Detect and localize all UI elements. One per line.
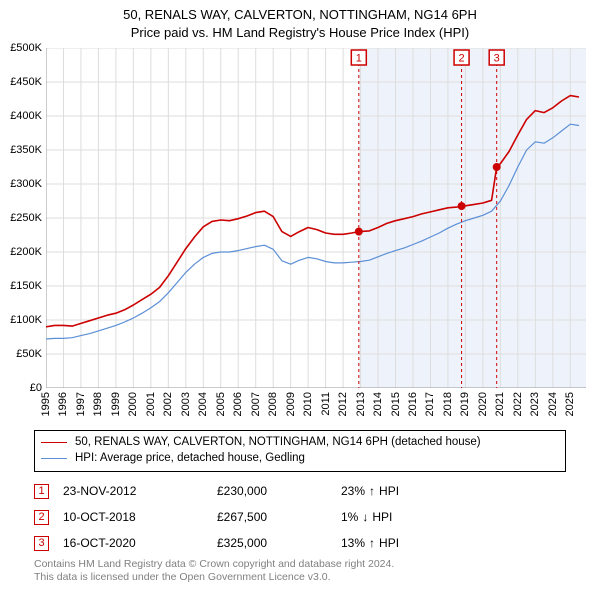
sale-delta-pct: 13% (341, 536, 365, 550)
x-tick-label: 2022 (512, 392, 524, 416)
sale-price: £267,500 (217, 510, 327, 524)
y-tick-label: £150K (10, 280, 42, 292)
x-tick-label: 2016 (407, 392, 419, 416)
sale-delta: 23% ↑ HPI (341, 484, 399, 498)
legend-box: 50, RENALS WAY, CALVERTON, NOTTINGHAM, N… (34, 430, 566, 472)
x-tick-label: 2003 (180, 392, 192, 416)
chart-title-line1: 50, RENALS WAY, CALVERTON, NOTTINGHAM, N… (0, 6, 600, 24)
sale-delta-pct: 1% (341, 510, 358, 524)
x-tick-label: 2023 (529, 392, 541, 416)
x-tick-label: 2006 (232, 392, 244, 416)
y-tick-label: £450K (10, 76, 42, 88)
svg-text:3: 3 (494, 53, 500, 65)
x-tick-label: 1996 (57, 392, 69, 416)
x-tick-label: 2024 (547, 392, 559, 416)
sale-date: 16-OCT-2020 (63, 536, 203, 550)
legend-swatch (41, 442, 67, 443)
chart-title-line2: Price paid vs. HM Land Registry's House … (0, 24, 600, 42)
sale-marker-badge: 1 (34, 484, 49, 499)
x-tick-label: 2008 (267, 392, 279, 416)
y-tick-label: £250K (10, 212, 42, 224)
x-tick-label: 2007 (250, 392, 262, 416)
footer-line1: Contains HM Land Registry data © Crown c… (34, 558, 394, 571)
x-tick-label: 2000 (127, 392, 139, 416)
sale-delta: 1% ↓ HPI (341, 510, 392, 524)
sale-marker-2: 2 (454, 50, 469, 65)
y-tick-label: £500K (10, 42, 42, 54)
x-tick-label: 2025 (564, 392, 576, 416)
x-tick-label: 2001 (145, 392, 157, 416)
sale-date: 23-NOV-2012 (63, 484, 203, 498)
sale-delta-pct: 23% (341, 484, 365, 498)
x-tick-label: 1998 (92, 392, 104, 416)
x-tick-label: 2015 (390, 392, 402, 416)
legend-swatch (41, 458, 67, 459)
footer-line2: This data is licensed under the Open Gov… (34, 571, 394, 584)
x-tick-label: 2021 (494, 392, 506, 416)
x-tick-label: 2010 (302, 392, 314, 416)
sale-delta: 13% ↑ HPI (341, 536, 399, 550)
x-tick-label: 2017 (424, 392, 436, 416)
sale-delta-suffix: HPI (372, 510, 392, 524)
sale-row: 3 16-OCT-2020 £325,000 13% ↑ HPI (34, 530, 566, 556)
x-tick-label: 2019 (459, 392, 471, 416)
y-tick-label: £100K (10, 314, 42, 326)
sale-marker-badge: 3 (34, 536, 49, 551)
sale-price: £325,000 (217, 536, 327, 550)
sale-marker-badge: 2 (34, 510, 49, 525)
x-tick-label: 1997 (75, 392, 87, 416)
x-tick-label: 2002 (162, 392, 174, 416)
x-tick-label: 1995 (40, 392, 52, 416)
sales-table: 1 23-NOV-2012 £230,000 23% ↑ HPI 2 10-OCT-2018 £… (34, 478, 566, 556)
x-tick-label: 2013 (355, 392, 367, 416)
legend-label: HPI: Average price, detached house, Gedl… (75, 451, 305, 467)
sale-date: 10-OCT-2018 (63, 510, 203, 524)
y-tick-label: £200K (10, 246, 42, 258)
x-tick-label: 2014 (372, 392, 384, 416)
x-tick-label: 2009 (285, 392, 297, 416)
sale-row: 1 23-NOV-2012 £230,000 23% ↑ HPI (34, 478, 566, 504)
arrow-up-icon: ↑ (369, 536, 375, 550)
sale-delta-suffix: HPI (379, 536, 399, 550)
sale-marker-3: 3 (489, 50, 504, 65)
y-tick-label: £300K (10, 178, 42, 190)
sale-delta-suffix: HPI (379, 484, 399, 498)
svg-text:1: 1 (356, 53, 362, 65)
y-tick-label: £50K (16, 348, 42, 360)
sale-price: £230,000 (217, 484, 327, 498)
sale-marker-1: 1 (351, 50, 366, 65)
y-tick-label: £400K (10, 110, 42, 122)
legend-label: 50, RENALS WAY, CALVERTON, NOTTINGHAM, N… (75, 435, 481, 451)
x-tick-label: 2012 (337, 392, 349, 416)
footer-attribution: Contains HM Land Registry data © Crown c… (34, 558, 394, 584)
sale-row: 2 10-OCT-2018 £267,500 1% ↓ HPI (34, 504, 566, 530)
arrow-down-icon: ↓ (362, 510, 368, 524)
y-tick-label: £350K (10, 144, 42, 156)
chart-area: 123£0£50K£100K£150K£200K£250K£300K£350K£… (46, 48, 586, 388)
x-tick-label: 2020 (477, 392, 489, 416)
legend-row-property: 50, RENALS WAY, CALVERTON, NOTTINGHAM, N… (41, 435, 559, 451)
x-tick-label: 2011 (320, 392, 332, 416)
svg-text:2: 2 (459, 53, 465, 65)
arrow-up-icon: ↑ (369, 484, 375, 498)
x-tick-label: 2018 (442, 392, 454, 416)
x-tick-label: 2005 (215, 392, 227, 416)
legend-row-hpi: HPI: Average price, detached house, Gedl… (41, 451, 559, 467)
x-tick-label: 1999 (110, 392, 122, 416)
x-tick-label: 2004 (197, 392, 209, 416)
chart-title-block: 50, RENALS WAY, CALVERTON, NOTTINGHAM, N… (0, 0, 600, 41)
